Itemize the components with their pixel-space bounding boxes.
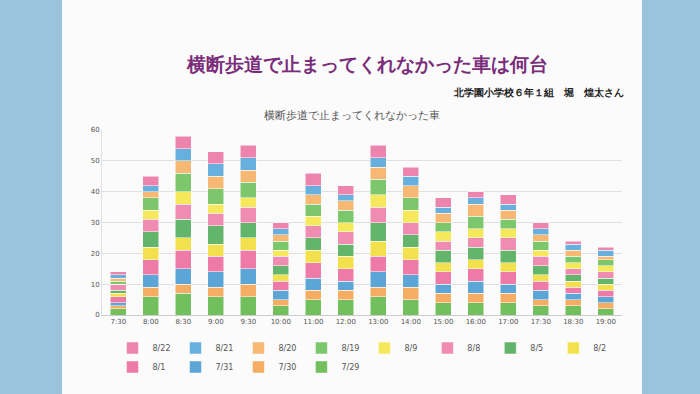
svg-text:30: 30 — [91, 219, 100, 227]
html-text:北学園小学校６年１組 堀 煌太さん: 北学園小学校６年１組 堀 煌太さん — [454, 87, 624, 98]
svg-text:13:00: 13:00 — [368, 318, 388, 326]
svg-text:8/19: 8/19 — [341, 344, 359, 353]
svg-text:10: 10 — [91, 281, 100, 289]
svg-text:18:30: 18:30 — [563, 318, 583, 326]
svg-text:9:00: 9:00 — [208, 318, 224, 326]
svg-text:8/1: 8/1 — [153, 363, 166, 372]
svg-text:9:30: 9:30 — [240, 318, 256, 326]
svg-text:7/30: 7/30 — [278, 363, 296, 372]
svg-text:8/8: 8/8 — [467, 344, 480, 353]
svg-text:8/22: 8/22 — [153, 344, 171, 353]
svg-text:7:30: 7:30 — [110, 318, 126, 326]
svg-text:16:00: 16:00 — [466, 318, 486, 326]
svg-text:8/9: 8/9 — [404, 344, 417, 353]
svg-text:10:00: 10:00 — [271, 318, 291, 326]
svg-text:11:00: 11:00 — [303, 318, 323, 326]
svg-text:8:30: 8:30 — [175, 318, 191, 326]
svg-text:50: 50 — [91, 157, 100, 165]
svg-text:15:00: 15:00 — [433, 318, 453, 326]
svg-text:横断歩道で止まってくれなかった車: 横断歩道で止まってくれなかった車 — [264, 109, 440, 122]
svg-text:19:00: 19:00 — [596, 318, 616, 326]
svg-text:8/20: 8/20 — [278, 344, 296, 353]
svg-text:8/5: 8/5 — [530, 344, 543, 353]
svg-text:8:00: 8:00 — [143, 318, 159, 326]
svg-text:17:30: 17:30 — [531, 318, 551, 326]
svg-text:17:00: 17:00 — [498, 318, 518, 326]
svg-text:40: 40 — [91, 188, 100, 196]
svg-text:8/21: 8/21 — [215, 344, 233, 353]
svg-text:60: 60 — [91, 126, 100, 134]
html-text:横断歩道で止まってくれなかった車は何台: 横断歩道で止まってくれなかった車は何台 — [187, 53, 548, 75]
svg-text:8/2: 8/2 — [593, 344, 606, 353]
svg-text:7/31: 7/31 — [215, 363, 233, 372]
svg-text:7/29: 7/29 — [341, 363, 359, 372]
svg-text:0: 0 — [95, 311, 99, 319]
svg-text:12:00: 12:00 — [336, 318, 356, 326]
svg-text:20: 20 — [91, 250, 100, 258]
svg-text:14:00: 14:00 — [401, 318, 421, 326]
